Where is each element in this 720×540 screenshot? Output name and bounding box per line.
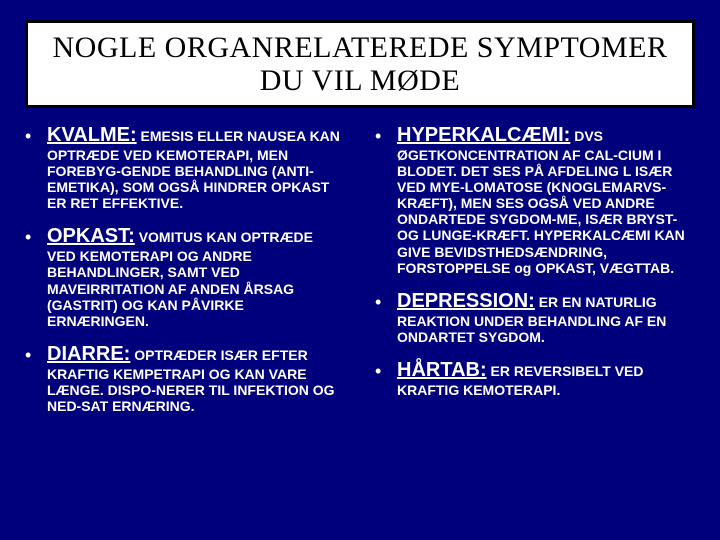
list-item: • KVALME: EMESIS ELLER NAUSEA KAN OPTRÆD…	[25, 124, 345, 211]
item-heading: HÅRTAB:	[397, 359, 487, 381]
list-item: • HYPERKALCÆMI: DVS ØGETKONCENTRATION AF…	[375, 124, 695, 276]
list-item: • OPKAST: VOMITUS KAN OPTRÆDE VED KEMOTE…	[25, 225, 345, 328]
item-heading: DEPRESSION:	[397, 290, 535, 312]
page-title: NOGLE ORGANRELATEREDE SYMPTOMER DU VIL M…	[38, 31, 682, 97]
right-column: • HYPERKALCÆMI: DVS ØGETKONCENTRATION AF…	[375, 124, 695, 428]
list-item: • DIARRE: OPTRÆDER ISÆR EFTER KRAFTIG KE…	[25, 343, 345, 414]
bullet-icon: •	[375, 126, 381, 147]
left-column: • KVALME: EMESIS ELLER NAUSEA KAN OPTRÆD…	[25, 124, 345, 428]
bullet-icon: •	[25, 345, 31, 366]
title-box: NOGLE ORGANRELATEREDE SYMPTOMER DU VIL M…	[25, 20, 695, 108]
bullet-icon: •	[375, 292, 381, 313]
item-heading: OPKAST:	[47, 225, 135, 247]
bullet-icon: •	[375, 361, 381, 382]
bullet-icon: •	[25, 126, 31, 147]
bullet-icon: •	[25, 227, 31, 248]
list-item: • DEPRESSION: ER EN NATURLIG REAKTION UN…	[375, 290, 695, 345]
item-body: DVS ØGETKONCENTRATION AF CAL-CIUM I BLOD…	[397, 128, 685, 276]
item-heading: KVALME:	[47, 124, 137, 146]
columns: • KVALME: EMESIS ELLER NAUSEA KAN OPTRÆD…	[25, 124, 695, 428]
item-heading: HYPERKALCÆMI:	[397, 124, 570, 146]
list-item: • HÅRTAB: ER REVERSIBELT VED KRAFTIG KEM…	[375, 359, 695, 398]
item-heading: DIARRE:	[47, 343, 130, 365]
